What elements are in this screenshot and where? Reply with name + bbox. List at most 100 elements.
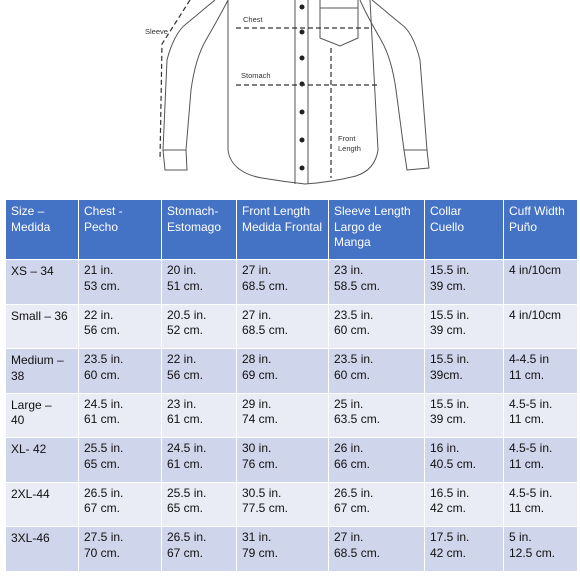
button-dots — [299, 4, 305, 171]
cell-text: 4 in/10cm — [509, 307, 562, 322]
chest-cell: 25.5 in. 65 cm. — [78, 437, 162, 483]
table-row: 2XL-44 26.5 in. 67 cm. 25.5 in. 65 cm. 30.5 i… — [5, 481, 578, 527]
chest-label: Chest — [243, 15, 264, 24]
cell-text: 52 cm. — [167, 323, 204, 337]
cell-text: 39cm. — [430, 367, 463, 382]
cell-text: 23 in. — [334, 263, 364, 277]
collar-cell: 16 in. 40.5 cm. — [424, 437, 504, 483]
sleeve-length-cell: 26.5 in. 67 cm. — [328, 481, 425, 527]
cell-text: 15.5 in. — [430, 396, 470, 411]
cell-text: 4.5-5 in. — [509, 485, 553, 500]
table-row: Medium –38 23.5 in. 60 cm. 22 in. 56 cm. 28 i… — [5, 348, 578, 394]
cell-text: 39 cm. — [430, 278, 467, 293]
header-text: Sleeve Length — [334, 204, 411, 218]
header-text: Cuello — [430, 219, 465, 234]
front-length-cell: 30 in. 76 cm. — [236, 437, 329, 483]
cell-text: 16 in. — [430, 441, 460, 455]
cell-text: 42 cm. — [430, 545, 467, 560]
collar-cell: 15.5 in. 39 cm. — [424, 392, 504, 438]
cell-text: 77.5 cm. — [242, 501, 289, 515]
front-length-cell: 31 in. 79 cm. — [236, 526, 329, 572]
stomach-cell: 24.5 in. 61 cm. — [161, 437, 237, 483]
cell-text: 26 in. — [334, 441, 364, 455]
table-row: XS – 34 21 in. 53 cm. 20 in. 51 cm. 27 in. 68.… — [5, 259, 578, 305]
cell-text: 5 in. — [509, 530, 532, 544]
cell-text: 16.5 in. — [430, 485, 470, 500]
size-cell: XL- 42 — [5, 437, 79, 483]
size-cell: Small – 36 — [5, 303, 79, 349]
cell-text: 40.5 cm. — [430, 456, 477, 471]
cell-text: 28 in. — [242, 352, 272, 366]
size-chart-table: Size – Medida Chest - Pecho Stomach- Estomago… — [5, 199, 578, 572]
cell-text: 63.5 cm. — [334, 412, 381, 426]
header-stomach: Stomach- Estomago — [161, 199, 237, 260]
cell-text: 26.5 in. — [167, 530, 207, 544]
cell-text: 79 cm. — [242, 545, 279, 560]
collar-cell: 17.5 in. 42 cm. — [424, 526, 504, 572]
cell-text: 56 cm. — [84, 323, 121, 337]
chest-cell: 24.5 in. 61 cm. — [78, 392, 162, 438]
table-row: Small – 36 22 in. 56 cm. 20.5 in. 52 cm. 27 i… — [5, 303, 578, 349]
sleeve-label: Sleeve — [145, 27, 168, 36]
cell-text: 27.5 in. — [84, 530, 124, 544]
cuff-width-cell: 4 in/10cm — [503, 259, 578, 305]
cell-text: 76 cm. — [242, 456, 279, 471]
header-collar: Collar Cuello — [424, 199, 504, 260]
header-text: Pecho — [84, 219, 119, 234]
cell-text: 15.5 in. — [430, 307, 470, 322]
cell-text: 26.5 in. — [84, 485, 124, 500]
stomach-cell: 25.5 in. 65 cm. — [161, 481, 237, 527]
cell-text: 60 cm. — [334, 367, 371, 382]
stomach-cell: 23 in. 61 cm. — [161, 392, 237, 438]
cell-text: 4-4.5 in — [509, 352, 550, 366]
cell-text: 67 cm. — [334, 501, 371, 515]
cell-text: 69 cm. — [242, 367, 279, 382]
cell-text: 20.5 in. — [167, 307, 207, 322]
header-chest: Chest - Pecho — [78, 199, 162, 260]
chest-cell: 22 in. 56 cm. — [78, 303, 162, 349]
size-cell: XS – 34 — [5, 259, 79, 305]
cuff-width-cell: 4.5-5 in. 11 cm. — [503, 481, 578, 527]
cell-text: 40 — [11, 413, 25, 427]
cell-text: 30.5 in. — [242, 485, 282, 500]
cell-text: 60 cm. — [84, 367, 121, 382]
header-text: Manga — [334, 235, 371, 249]
cell-text: 67 cm. — [84, 501, 121, 515]
cell-text: 68.5 cm. — [242, 323, 289, 337]
cell-text: 27 in. — [242, 307, 272, 322]
header-text: Collar — [430, 204, 462, 218]
header-text: Size – — [11, 204, 45, 218]
chest-cell: 23.5 in. 60 cm. — [78, 348, 162, 394]
cell-text: 4.5-5 in. — [509, 441, 553, 455]
stomach-cell: 20.5 in. 52 cm. — [161, 303, 237, 349]
stomach-label: Stomach — [241, 71, 271, 80]
cell-text: 25.5 in. — [167, 485, 207, 500]
cell-text: 11 cm. — [509, 456, 545, 471]
cell-text: 66 cm. — [334, 456, 371, 471]
header-text: Stomach- — [167, 204, 219, 218]
stomach-cell: 22 in. 56 cm. — [161, 348, 237, 394]
sleeve-length-cell: 25 in. 63.5 cm. — [328, 392, 425, 438]
header-text: Chest - — [84, 204, 123, 218]
header-text: Puño — [509, 219, 538, 234]
front-length-cell: 27 in. 68.5 cm. — [236, 303, 329, 349]
cuff-width-cell: 4-4.5 in 11 cm. — [503, 348, 578, 394]
size-cell: 3XL-46 — [5, 526, 79, 572]
front-length-label-line2: Length — [338, 144, 361, 153]
cell-text: 20 in. — [167, 263, 197, 277]
front-length-cell: 30.5 in. 77.5 cm. — [236, 481, 329, 527]
cuff-width-cell: 4 in/10cm — [503, 303, 578, 349]
cell-text: 15.5 in. — [430, 352, 470, 366]
cell-text: 42 cm. — [430, 501, 467, 515]
cell-text: 25 in. — [334, 396, 364, 411]
cell-text: 22 in. — [167, 352, 197, 366]
cell-text: 68.5 cm. — [334, 545, 381, 560]
header-size: Size – Medida — [5, 199, 79, 260]
sleeve-length-cell: 23.5 in. 60 cm. — [328, 348, 425, 394]
cell-text: 23.5 in. — [84, 352, 124, 366]
sleeve-length-cell: 23 in. 58.5 cm. — [328, 259, 425, 305]
collar-cell: 15.5 in. 39 cm. — [424, 259, 504, 305]
cell-text: 23.5 in. — [334, 352, 374, 366]
cell-text: 21 in. — [84, 263, 114, 277]
front-length-cell: 29 in. 74 cm. — [236, 392, 329, 438]
